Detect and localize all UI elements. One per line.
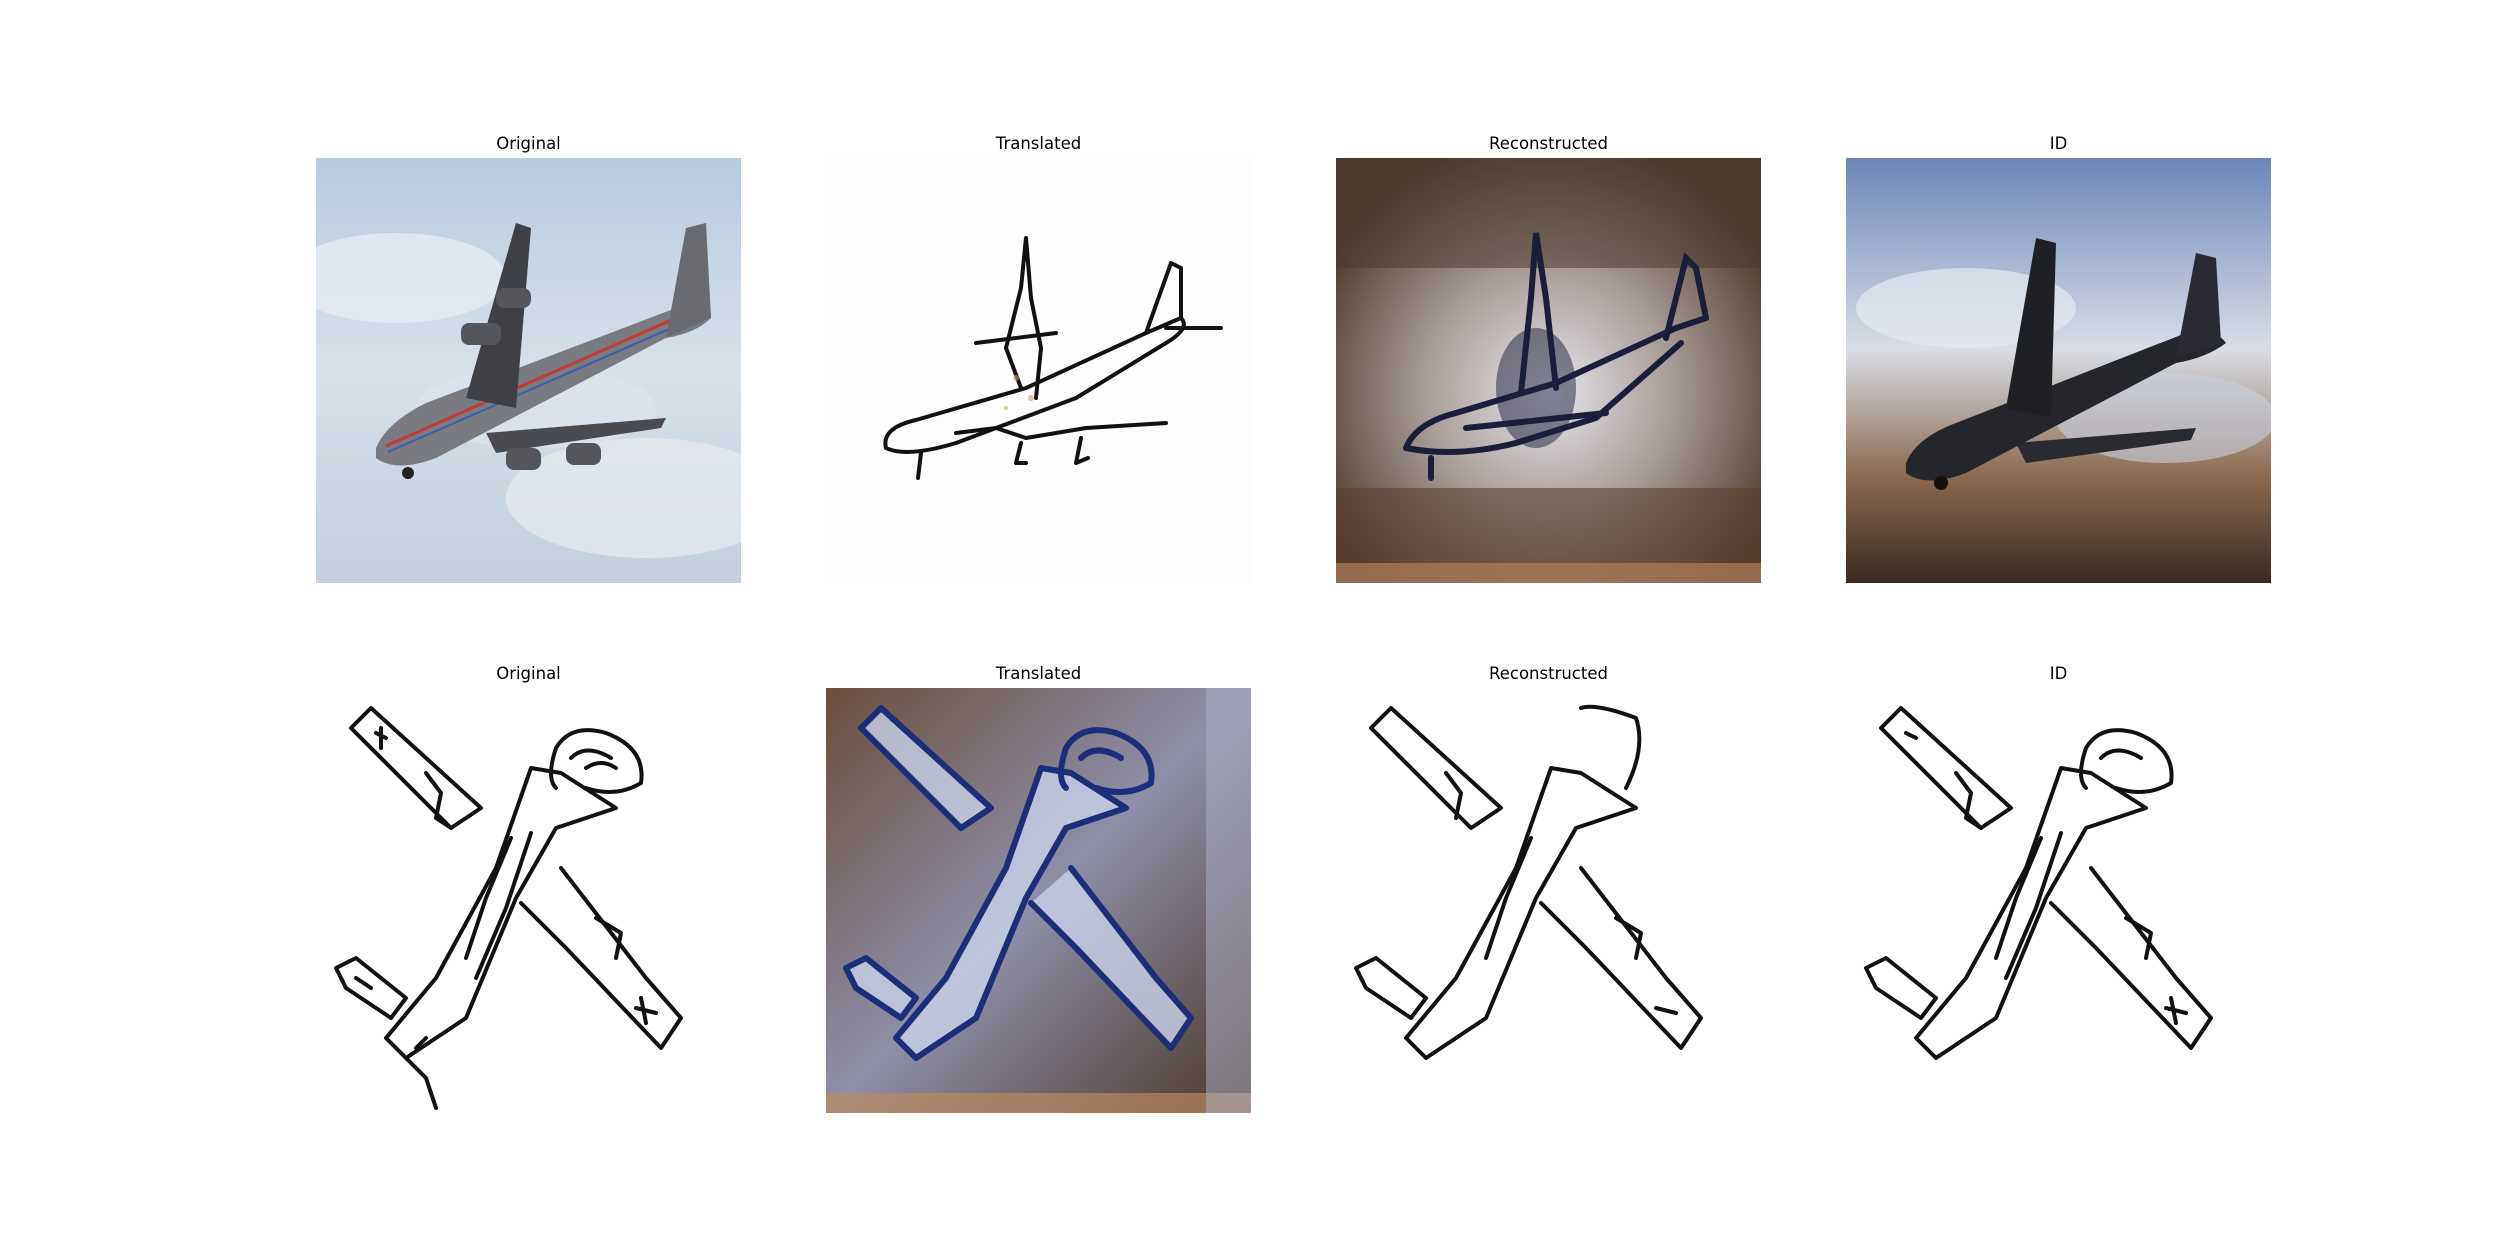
photo-airplane-original bbox=[316, 158, 741, 583]
sketch-airplane-id bbox=[1846, 688, 2271, 1113]
panel-title: Translated bbox=[995, 134, 1082, 153]
panel-title: ID bbox=[2049, 134, 2068, 153]
panel-title: Reconstructed bbox=[1489, 664, 1608, 683]
panel-title: ID bbox=[2049, 664, 2068, 683]
photo-sketch-translated bbox=[826, 688, 1251, 1113]
panel-title: Original bbox=[496, 134, 561, 153]
sketch-airplane-translated bbox=[826, 158, 1251, 583]
panel-title: Reconstructed bbox=[1489, 134, 1608, 153]
photo-airplane-reconstructed bbox=[1336, 158, 1761, 583]
panel-title: Translated bbox=[995, 664, 1082, 683]
sketch-airplane-reconstructed bbox=[1336, 688, 1761, 1113]
panel-title: Original bbox=[496, 664, 561, 683]
sketch-airplane-original bbox=[316, 688, 741, 1113]
photo-airplane-id bbox=[1846, 158, 2271, 583]
